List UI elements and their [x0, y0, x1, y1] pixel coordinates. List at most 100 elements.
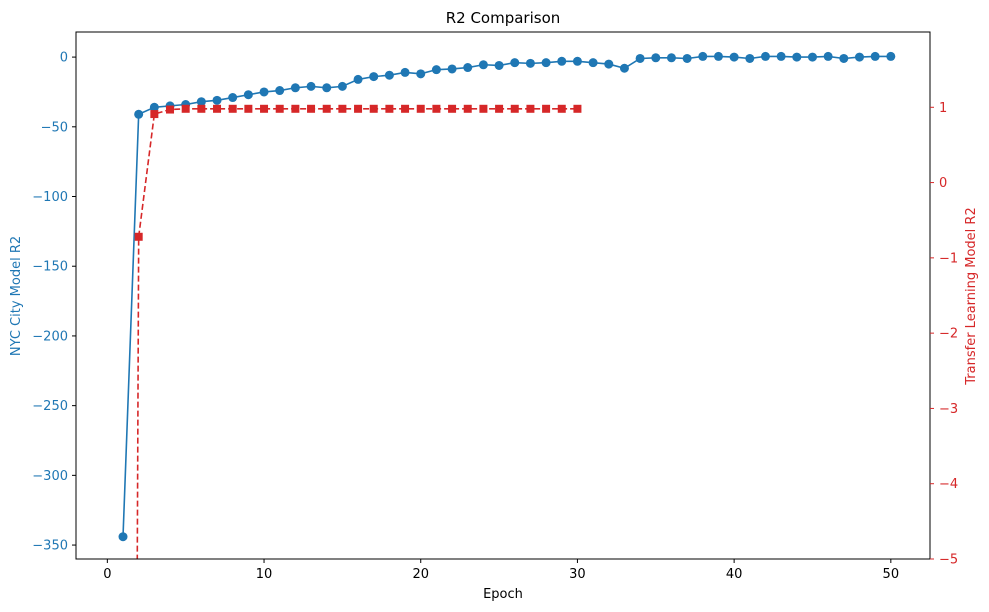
transfer-series-point — [307, 104, 316, 113]
nyc-series-point — [259, 87, 269, 97]
nyc-series-point — [196, 97, 206, 107]
nyc-series-point — [729, 52, 739, 62]
transfer-series-point — [510, 104, 519, 113]
transfer-series-point — [150, 110, 159, 119]
nyc-series-point — [839, 53, 849, 63]
nyc-series-point — [588, 58, 598, 68]
plot-area: 0 10 20 30 40 500−50−100−150−200−250−300−3501… — [32, 31, 958, 582]
y-left-tick-label: −150 — [32, 260, 68, 275]
nyc-series-point — [823, 51, 833, 61]
nyc-series-point — [854, 52, 864, 62]
x-tick-label: 10 — [256, 567, 273, 582]
nyc-series-point — [149, 102, 159, 112]
nyc-series-point — [745, 53, 755, 63]
transfer-series-point — [448, 104, 457, 113]
transfer-series-point — [526, 104, 535, 113]
y-left-tick-label: −50 — [41, 120, 68, 135]
nyc-series-point — [666, 53, 676, 63]
nyc-series-point — [463, 63, 473, 73]
transfer-series-point — [542, 104, 551, 113]
plot-frame — [75, 31, 931, 560]
x-tick-label: 40 — [726, 567, 743, 582]
nyc-series-point — [541, 58, 551, 68]
chart-title: R2 Comparison — [446, 9, 561, 27]
transfer-series-point — [134, 232, 143, 241]
nyc-series-point — [698, 51, 708, 61]
nyc-series-point — [384, 70, 394, 80]
series-group — [118, 51, 896, 559]
transfer-series-point — [432, 104, 441, 113]
transfer-series-point — [416, 104, 425, 113]
y-right-tick-label: −3 — [939, 402, 958, 417]
nyc-series-point — [792, 52, 802, 62]
x-tick-label: 20 — [412, 567, 429, 582]
nyc-series-point — [557, 56, 567, 66]
nyc-series-point — [322, 83, 332, 93]
nyc-series-point — [478, 60, 488, 70]
transfer-series-point — [166, 105, 175, 114]
y-right-tick-label: −2 — [939, 327, 958, 342]
y-right-tick-label: −1 — [939, 251, 958, 266]
transfer-series-point — [260, 104, 269, 113]
x-tick-label: 0 — [103, 567, 111, 582]
nyc-series-point — [635, 53, 645, 63]
y-right-tick-label: 0 — [939, 176, 947, 191]
nyc-series-point — [510, 58, 520, 68]
nyc-series-point — [400, 67, 410, 77]
nyc-series-point — [212, 95, 222, 105]
nyc-series-point — [290, 83, 300, 93]
nyc-series-point — [306, 81, 316, 91]
nyc-series-point — [619, 63, 629, 73]
y-right-tick-label: −5 — [939, 553, 958, 568]
nyc-series-point — [369, 72, 379, 82]
transfer-series-line — [136, 107, 578, 559]
nyc-series-point — [118, 532, 128, 542]
transfer-series-point — [228, 104, 237, 113]
y-left-tick-label: −200 — [32, 329, 68, 344]
y-left-tick-label: −250 — [32, 399, 68, 414]
transfer-series-point — [495, 104, 504, 113]
x-tick-label: 30 — [569, 567, 586, 582]
transfer-series-point — [401, 104, 410, 113]
y-left-tick-label: 0 — [60, 51, 68, 66]
transfer-series-point — [213, 104, 222, 113]
nyc-series-point — [807, 52, 817, 62]
transfer-series-point — [244, 104, 253, 113]
nyc-series-point — [275, 86, 285, 96]
nyc-series-point — [713, 51, 723, 61]
y-left-tick-label: −300 — [32, 469, 68, 484]
nyc-series-point — [572, 56, 582, 66]
transfer-series-point — [385, 104, 394, 113]
nyc-series-point — [651, 53, 661, 63]
transfer-series-point — [275, 104, 284, 113]
nyc-series-point — [525, 58, 535, 68]
y-left-axis-label: NYC City Model R2 — [9, 236, 24, 356]
nyc-series-point — [447, 64, 457, 74]
nyc-series-point — [682, 53, 692, 63]
transfer-series-point — [463, 104, 472, 113]
y-right-tick-label: −4 — [939, 477, 958, 492]
x-tick-label: 50 — [883, 567, 900, 582]
transfer-series-point — [291, 104, 300, 113]
x-axis-label: Epoch — [483, 587, 523, 602]
nyc-series-point — [228, 93, 238, 103]
transfer-series-point — [369, 104, 378, 113]
nyc-series-line — [122, 55, 891, 537]
transfer-series-point — [197, 104, 206, 113]
nyc-series-point — [870, 51, 880, 61]
nyc-series-point — [431, 65, 441, 75]
nyc-series-point — [337, 81, 347, 91]
nyc-series-point — [134, 109, 144, 119]
y-left-tick-label: −350 — [32, 539, 68, 554]
transfer-series-point — [181, 104, 190, 113]
nyc-series-point — [776, 51, 786, 61]
transfer-series-point — [338, 104, 347, 113]
y-right-axis-label: Transfer Learning Model R2 — [964, 207, 979, 385]
y-right-tick-label: 1 — [939, 101, 947, 116]
y-left-tick-label: −100 — [32, 190, 68, 205]
nyc-series-point — [760, 51, 770, 61]
nyc-series-point — [353, 74, 363, 84]
transfer-series-point — [322, 104, 331, 113]
nyc-series-point — [604, 59, 614, 69]
nyc-series-point — [494, 60, 504, 70]
